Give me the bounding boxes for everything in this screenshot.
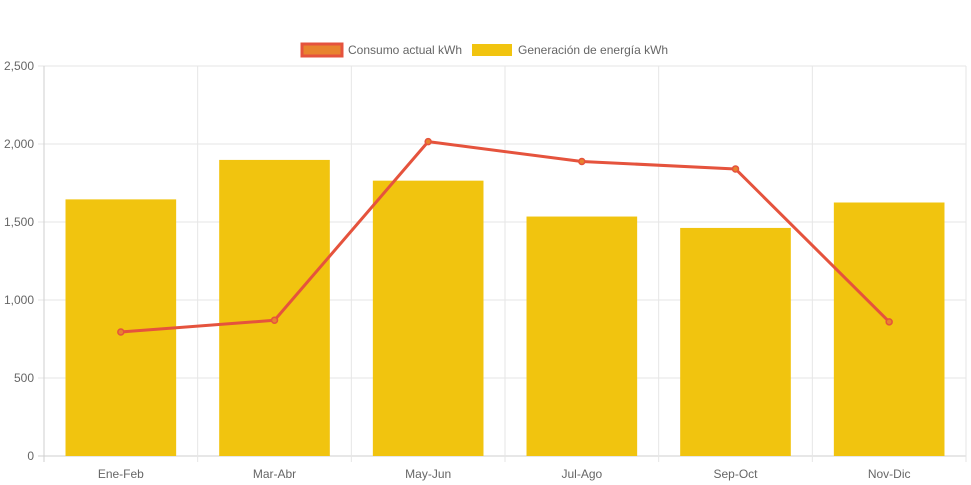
y-tick-label: 0 bbox=[27, 449, 34, 463]
y-tick-label: 1,500 bbox=[4, 215, 34, 229]
y-tick-label: 2,500 bbox=[4, 59, 34, 73]
line-point[interactable] bbox=[731, 165, 740, 173]
line-series bbox=[117, 137, 893, 336]
bar[interactable] bbox=[372, 180, 484, 456]
x-tick-label: Sep-Oct bbox=[713, 467, 758, 481]
y-tick-label: 500 bbox=[14, 371, 34, 385]
line-point[interactable] bbox=[424, 137, 432, 146]
x-tick-label: Jul-Ago bbox=[561, 467, 602, 481]
line-point[interactable] bbox=[270, 316, 279, 325]
y-tick-label: 1,000 bbox=[4, 293, 34, 307]
y-axis: 0 500 1,000 1,500 2,000 2,500 bbox=[4, 59, 34, 463]
bar-series bbox=[65, 159, 945, 457]
series-line bbox=[120, 140, 891, 334]
grid bbox=[38, 65, 967, 462]
legend-label-consumo: Consumo actual kWh bbox=[348, 43, 462, 57]
bar[interactable] bbox=[680, 227, 791, 456]
legend-swatch-generacion bbox=[472, 44, 512, 56]
line-point[interactable] bbox=[885, 318, 893, 326]
y-tick-label: 2,000 bbox=[4, 137, 34, 151]
x-tick-label: May-Jun bbox=[405, 467, 451, 481]
bar[interactable] bbox=[219, 159, 330, 457]
legend-item-consumo[interactable]: Consumo actual kWh bbox=[300, 42, 462, 58]
legend-swatch-consumo bbox=[300, 42, 344, 58]
bar[interactable] bbox=[833, 202, 945, 457]
legend: Consumo actual kWh Generación de energía… bbox=[300, 42, 668, 58]
x-tick-label: Nov-Dic bbox=[868, 467, 911, 481]
x-tick-label: Ene-Feb bbox=[98, 467, 144, 481]
line-point[interactable] bbox=[578, 157, 586, 166]
x-tick-label: Mar-Abr bbox=[253, 467, 296, 481]
bar[interactable] bbox=[526, 216, 638, 456]
legend-label-generacion: Generación de energía kWh bbox=[518, 43, 668, 57]
legend-item-generacion[interactable]: Generación de energía kWh bbox=[472, 43, 668, 57]
line-point[interactable] bbox=[117, 328, 125, 336]
x-axis: Ene-Feb Mar-Abr May-Jun Jul-Ago Sep-Oct Nov-D… bbox=[98, 467, 911, 481]
